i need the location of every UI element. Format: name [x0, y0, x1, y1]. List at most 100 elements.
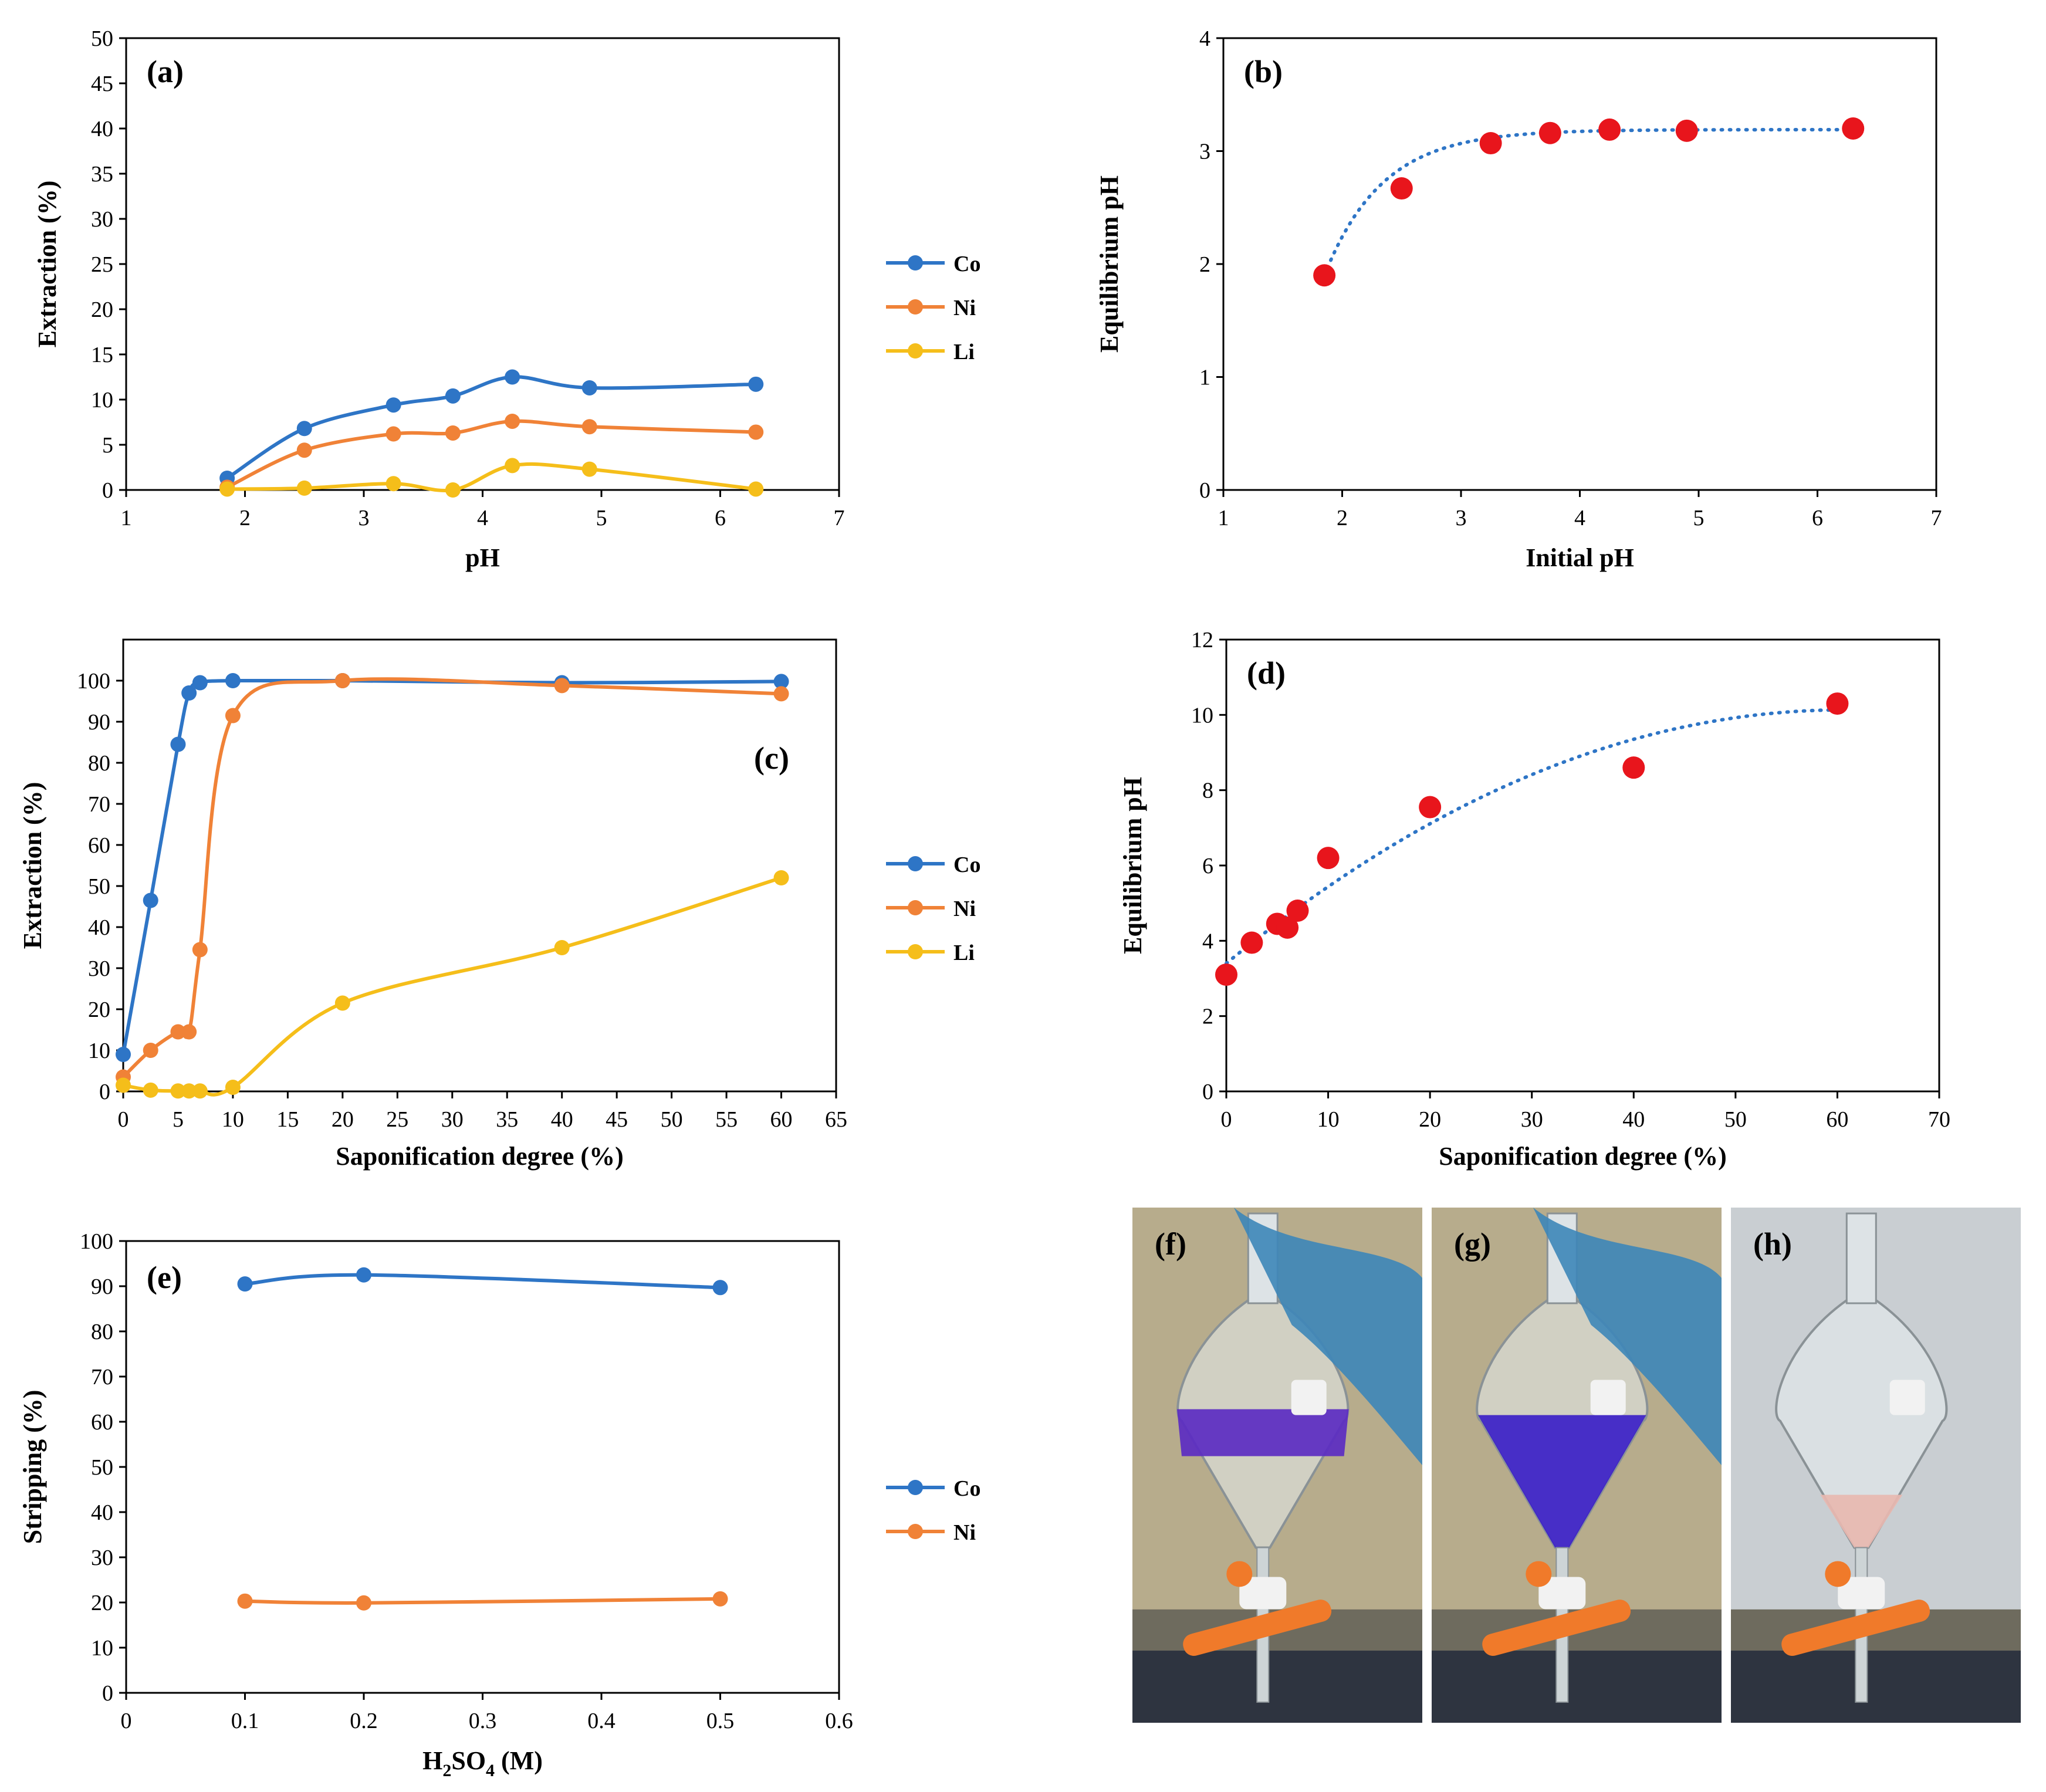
y-tick-label: 12: [1191, 628, 1213, 652]
liquid-phase: [1477, 1415, 1646, 1548]
data-point: [1313, 264, 1336, 287]
legend-marker-ni: [908, 299, 923, 315]
data-point-ni: [237, 1593, 253, 1609]
data-point: [1842, 117, 1865, 140]
data-point: [1317, 847, 1340, 870]
y-tick-label: 70: [91, 1365, 113, 1389]
data-point-co: [748, 376, 764, 392]
legend-marker-li: [908, 343, 923, 359]
x-tick-label: 0.4: [587, 1709, 616, 1733]
y-tick-label: 10: [1191, 703, 1213, 728]
plot-frame: [125, 1240, 840, 1694]
y-tick-label: 6: [1202, 854, 1213, 878]
data-point-li: [554, 940, 570, 955]
x-tick-label: 60: [770, 1107, 793, 1132]
y-tick-label: 8: [1202, 779, 1213, 803]
data-point-co: [505, 369, 520, 385]
x-tick-label: 1: [121, 506, 132, 530]
data-point-ni: [143, 1043, 158, 1058]
flask-label-patch: [1590, 1379, 1626, 1415]
x-axis-title-part: H: [422, 1746, 442, 1775]
series-line-li: [123, 876, 782, 1097]
series-line-co: [121, 678, 782, 1055]
x-tick-label: 2: [1337, 506, 1348, 530]
x-axis-title: Saponification degree (%): [1439, 1142, 1727, 1171]
y-tick-label: 20: [88, 998, 110, 1022]
flask-label-patch: [1889, 1379, 1925, 1415]
legend-label-li: Li: [953, 941, 975, 965]
y-tick-label: 2: [1202, 1005, 1213, 1029]
equipment: [1132, 1651, 1422, 1723]
equipment: [1731, 1651, 2021, 1723]
y-axis-title: Stripping (%): [18, 1390, 47, 1544]
y-tick-label: 35: [91, 162, 113, 187]
legend-marker-co: [908, 856, 923, 871]
data-point-co: [581, 380, 597, 395]
x-tick-label: 0.6: [825, 1709, 853, 1733]
x-tick-label: 7: [1931, 506, 1942, 530]
y-tick-label: 40: [91, 117, 113, 141]
stopcock-handle: [1482, 1600, 1631, 1656]
x-axis-title-part: SO: [451, 1746, 486, 1775]
equipment: [1432, 1651, 1722, 1723]
photo-panels: (f) (g) (h): [1132, 1208, 2021, 1723]
x-tick-label: 1: [1218, 506, 1229, 530]
y-tick-label: 0: [1202, 1080, 1213, 1104]
x-tick-label: 30: [1521, 1107, 1543, 1132]
x-tick-label: 0.5: [706, 1709, 735, 1733]
x-tick-label: 10: [1317, 1107, 1340, 1132]
photo-g: (g): [1432, 1208, 1722, 1723]
y-tick-label: 10: [91, 1636, 113, 1661]
data-point-ni: [181, 1024, 197, 1040]
y-tick-label: 20: [91, 1591, 113, 1615]
photo-f: (f): [1132, 1208, 1422, 1723]
y-tick-label: 0: [102, 478, 113, 503]
plot-frame: [125, 37, 840, 491]
x-tick-label: 40: [551, 1107, 573, 1132]
legend-label-co: Co: [953, 853, 980, 877]
x-axis-title: Initial pH: [1526, 543, 1634, 572]
data-point: [1276, 916, 1299, 939]
data-point-li: [773, 870, 789, 885]
data-point-co: [773, 674, 789, 689]
y-tick-label: 45: [91, 72, 113, 96]
x-tick-label: 50: [661, 1107, 683, 1132]
x-tick-label: 0: [121, 1709, 132, 1733]
photo-content: [1731, 1208, 2021, 1723]
legend-marker-ni: [908, 1524, 923, 1539]
y-axis-title: Extraction (%): [18, 782, 47, 949]
y-tick-label: 90: [91, 1274, 113, 1299]
data-point-li: [116, 1077, 131, 1093]
x-axis-title: Saponification degree (%): [336, 1142, 624, 1171]
panel-label: (e): [147, 1260, 182, 1295]
stopcock-clip: [1526, 1561, 1552, 1587]
gloved-hand: [1233, 1208, 1422, 1465]
x-tick-label: 5: [173, 1107, 184, 1132]
y-tick-label: 4: [1199, 26, 1210, 51]
x-tick-label: 7: [834, 506, 845, 530]
data-point-li: [170, 1083, 186, 1099]
data-point: [1598, 118, 1621, 141]
data-point: [1538, 121, 1561, 144]
x-tick-label: 0: [1221, 1107, 1232, 1132]
trendline: [1323, 127, 1855, 278]
data-point-li: [296, 480, 312, 496]
x-tick-label: 45: [606, 1107, 628, 1132]
data-point-li: [385, 476, 401, 492]
y-tick-label: 0: [1199, 478, 1210, 503]
x-tick-label: 6: [1812, 506, 1823, 530]
data-point-co: [192, 675, 208, 691]
y-tick-label: 80: [91, 1320, 113, 1344]
data-point-li: [505, 458, 520, 474]
funnel-neck: [1845, 1212, 1877, 1304]
data-point-co: [170, 736, 186, 752]
stopcock-clip: [1226, 1561, 1253, 1587]
photo-content: [1432, 1208, 1722, 1723]
data-point-ni: [334, 673, 350, 688]
plot-frame: [1222, 37, 1937, 491]
y-tick-label: 0: [102, 1681, 113, 1706]
y-tick-label: 90: [88, 710, 110, 735]
legend-label-ni: Ni: [953, 1520, 976, 1545]
data-point-co: [445, 388, 461, 404]
